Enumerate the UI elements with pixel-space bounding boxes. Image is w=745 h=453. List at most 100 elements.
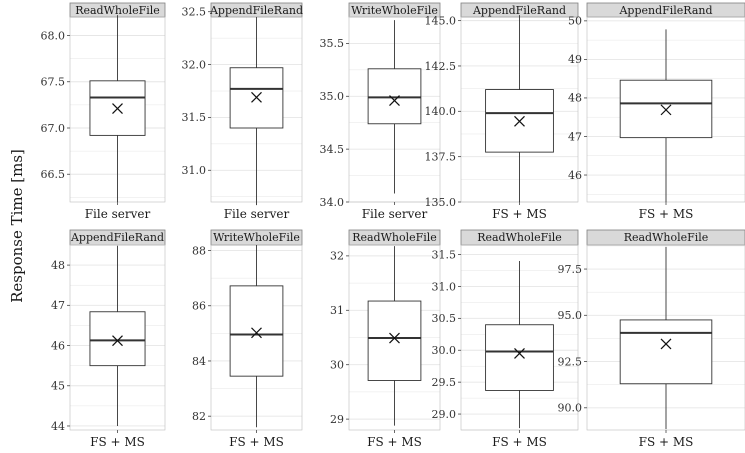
y-tick-label: 47 [51, 299, 65, 312]
panel-title: AppendFileRand [618, 4, 712, 17]
x-category-label: FS + MS [492, 435, 547, 449]
y-tick-label: 46 [51, 339, 65, 352]
mean-marker-stroke [251, 91, 262, 103]
mean-marker [112, 103, 123, 114]
y-tick-label: 66.5 [41, 168, 66, 181]
panel-1: ReadWholeFile 66.5 67.0 67.5 68.0 File server [41, 2, 166, 221]
panels-layer: ReadWholeFile 66.5 67.0 67.5 68.0 File server… [41, 2, 745, 449]
panel-5: AppendFileRand 46 47 48 49 50 FS + MS [568, 2, 745, 221]
y-tick-label: 97.5 [558, 263, 583, 276]
y-tick-label: 50 [568, 15, 582, 28]
panel-8: ReadWholeFile 29 30 31 32 FS + MS [330, 229, 441, 449]
y-tick-label: 30 [330, 359, 344, 372]
panel-title: AppendFileRand [70, 231, 164, 244]
mean-marker-stroke [251, 327, 262, 339]
iqr-box [367, 300, 422, 381]
y-tick-label: 142.5 [425, 60, 457, 73]
x-category-label: File server [85, 207, 151, 221]
y-tick-label: 31.5 [182, 111, 207, 124]
y-tick-label: 68.0 [41, 29, 66, 42]
panel-6: AppendFileRand 44 45 46 47 48 FS + MS [51, 229, 166, 449]
mean-marker-stroke [112, 103, 123, 114]
mean-marker [514, 348, 525, 359]
iqr-box [89, 311, 146, 367]
y-tick-label: 48 [51, 259, 65, 272]
x-category-label: FS + MS [492, 207, 547, 221]
mean-marker-stroke [514, 115, 525, 127]
panel-title: WriteWholeFile [351, 4, 438, 17]
x-category-label: FS + MS [367, 435, 422, 449]
panel-title: ReadWholeFile [477, 231, 562, 244]
y-tick-label: 90.0 [558, 402, 583, 415]
y-tick-label: 31 [330, 304, 344, 317]
panel-9: ReadWholeFile 29.0 29.5 30.0 30.5 31.0 31.5 FS … [432, 229, 579, 449]
y-tick-label: 92.5 [558, 355, 583, 368]
panel-2: AppendFileRand 31.0 31.5 32.0 32.5 File serve… [182, 2, 303, 221]
panel-10: ReadWholeFile 90.0 92.5 95.0 97.5 FS + MS [558, 229, 745, 449]
mean-marker [514, 115, 525, 127]
mean-marker [389, 332, 400, 344]
y-tick-label: 34.5 [320, 143, 345, 156]
mean-marker-stroke [514, 348, 525, 359]
mean-marker [251, 91, 262, 103]
x-category-label: FS + MS [639, 435, 694, 449]
mean-marker-stroke [112, 335, 123, 347]
y-tick-label: 29 [330, 413, 344, 426]
y-tick-label: 47 [568, 130, 582, 143]
panel-title: AppendFileRand [472, 4, 566, 17]
panel-title: AppendFileRand [209, 4, 303, 17]
x-category-label: FS + MS [639, 207, 694, 221]
iqr-box [367, 68, 422, 125]
y-tick-label: 30.5 [432, 312, 457, 325]
x-category-label: FS + MS [229, 435, 284, 449]
mean-marker-stroke [660, 104, 672, 116]
panel-7: WriteWholeFile 82 84 86 88 FS + MS [192, 229, 303, 449]
iqr-box [619, 79, 713, 139]
y-tick-label: 34.0 [320, 196, 345, 209]
iqr-box [229, 285, 284, 377]
y-tick-label: 30.0 [432, 344, 457, 357]
mean-marker [112, 335, 123, 347]
y-tick-label: 82 [192, 410, 206, 423]
panel-title: ReadWholeFile [624, 231, 709, 244]
mean-marker-stroke [389, 95, 400, 106]
y-tick-label: 35.5 [320, 37, 345, 50]
y-tick-label: 29.5 [432, 376, 457, 389]
mean-marker [251, 327, 262, 339]
panel-4: AppendFileRand 135.0 137.5 140.0 142.5 145.0 F… [425, 2, 579, 221]
y-tick-label: 48 [568, 92, 582, 105]
y-tick-label: 31.0 [432, 280, 457, 293]
x-category-label: FS + MS [90, 435, 145, 449]
panel-title: ReadWholeFile [352, 231, 437, 244]
y-tick-label: 137.5 [425, 150, 457, 163]
mean-marker-stroke [660, 338, 672, 350]
panel-title: WriteWholeFile [213, 231, 300, 244]
y-tick-label: 45 [51, 380, 65, 393]
x-category-label: File server [224, 207, 290, 221]
x-category-label: File server [362, 207, 428, 221]
y-tick-label: 35.0 [320, 90, 345, 103]
iqr-box [619, 319, 713, 385]
y-tick-label: 31.5 [432, 248, 457, 261]
y-tick-label: 67.5 [41, 76, 66, 89]
y-tick-label: 32 [330, 250, 344, 263]
y-tick-label: 49 [568, 53, 582, 66]
y-tick-label: 32.0 [182, 58, 207, 71]
y-tick-label: 44 [51, 420, 65, 433]
y-axis-label: Response Time [ms] [8, 149, 26, 303]
y-tick-label: 95.0 [558, 309, 583, 322]
y-tick-label: 140.0 [425, 105, 457, 118]
y-tick-label: 135.0 [425, 196, 457, 209]
panel-3: WriteWholeFile 34.0 34.5 35.0 35.5 File serve… [320, 2, 441, 221]
y-tick-label: 46 [568, 169, 582, 182]
mean-marker [389, 95, 400, 106]
mean-marker [660, 104, 672, 116]
mean-marker-stroke [389, 332, 400, 344]
y-tick-label: 31.0 [182, 164, 207, 177]
iqr-box [485, 324, 554, 391]
y-tick-label: 88 [192, 244, 206, 257]
y-tick-label: 29.0 [432, 408, 457, 421]
y-tick-label: 86 [192, 300, 206, 313]
y-tick-label: 32.5 [182, 6, 207, 19]
